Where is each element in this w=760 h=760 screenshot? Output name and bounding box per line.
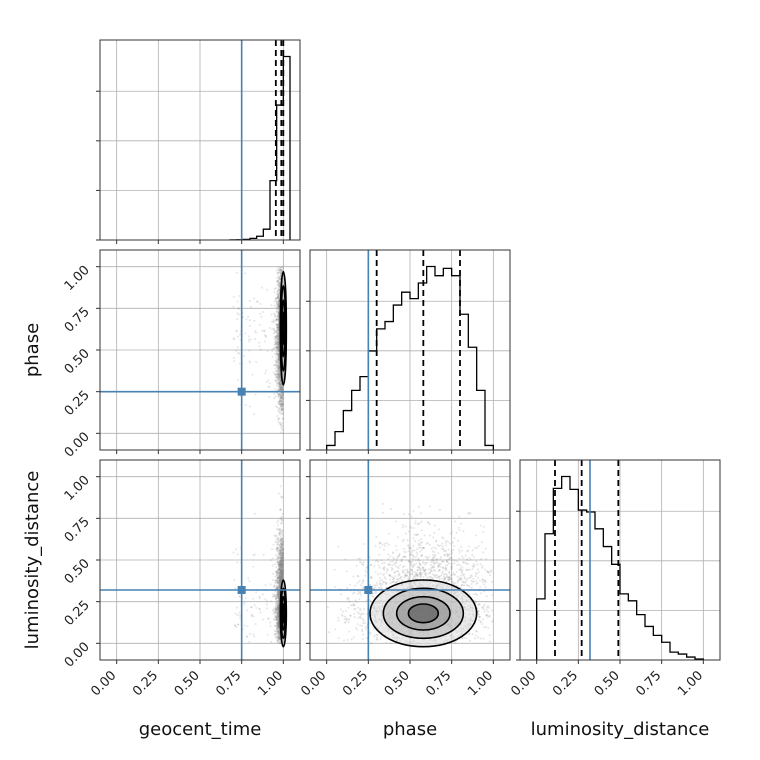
density-geocent_time-vs-luminosity_distance-xtick-label-2: 0.50 (172, 668, 203, 699)
hist-luminosity_distance-xtick-label-4: 1.00 (675, 668, 706, 699)
xlabel-luminosity_distance: luminosity_distance (531, 719, 710, 740)
density-geocent_time-vs-luminosity_distance-xtick-label-4: 1.00 (255, 668, 286, 699)
density-geocent_time-vs-luminosity_distance-contour-3 (281, 603, 285, 624)
hist-phase-step (326, 265, 494, 450)
density-geocent_time-vs-luminosity_distance-panel: 0.000.00 0.25 0.25 0.50 0.50 0.75 0.75 1.00 1.00 (62, 459, 301, 699)
density-geocent_time-vs-luminosity_distance-ytick-label-1: 0.25 (62, 598, 93, 629)
density-geocent_time-vs-luminosity_distance-truth-marker (237, 586, 246, 594)
density-phase-vs-luminosity_distance-xtick-label-3: 0.75 (423, 668, 454, 699)
hist-luminosity_distance-xtick-label-3: 0.75 (633, 668, 664, 699)
hist-phase-panel (306, 249, 511, 454)
density-geocent_time-vs-phase-ytick-label-0: 0.00 (62, 430, 93, 461)
density-geocent_time-vs-luminosity_distance-ytick-label-2: 0.50 (62, 556, 93, 587)
xlabel-geocent_time: geocent_time (139, 719, 262, 740)
density-geocent_time-vs-luminosity_distance-xtick-label-3: 0.75 (213, 668, 244, 699)
xlabel-phase: phase (383, 719, 437, 740)
density-geocent_time-vs-phase-truth-marker (237, 387, 246, 396)
density-geocent_time-vs-phase-ytick-label-4: 1.00 (62, 263, 93, 294)
density-phase-vs-luminosity_distance-panel: 0.00 0.25 0.50 0.75 1.00 (298, 459, 511, 699)
density-geocent_time-vs-phase-panel: 0.00 0.25 0.50 0.75 1.00 (62, 249, 301, 461)
density-phase-vs-luminosity_distance-xtick-label-2: 0.50 (382, 668, 413, 699)
density-phase-vs-luminosity_distance-xtick-label-1: 0.25 (340, 668, 371, 699)
density-geocent_time-vs-phase-ytick-label-3: 0.75 (62, 305, 93, 336)
hist-luminosity_distance-xtick-label-2: 0.50 (592, 668, 623, 699)
hist-geocent_time-panel (96, 39, 301, 244)
hist-luminosity_distance-step (536, 475, 704, 660)
density-geocent_time-vs-phase-ytick-label-1: 0.25 (62, 388, 93, 419)
density-phase-vs-luminosity_distance-xtick-label-0: 0.00 (298, 668, 329, 699)
hist-luminosity_distance-xtick-label-0: 0.00 (508, 668, 539, 699)
ylabel-luminosity_distance: luminosity_distance (22, 471, 43, 650)
density-phase-vs-luminosity_distance-truth-marker (364, 586, 373, 594)
density-geocent_time-vs-luminosity_distance-ytick-label-4: 1.00 (62, 473, 93, 504)
density-geocent_time-vs-phase-contour-3 (281, 311, 285, 346)
density-geocent_time-vs-phase-ytick-label-2: 0.50 (62, 346, 93, 377)
hist-luminosity_distance-panel: 0.00 0.25 0.50 0.75 1.00 (508, 459, 721, 699)
density-geocent_time-vs-luminosity_distance-xtick-label-0: 0.00 (88, 668, 119, 699)
ylabel-phase: phase (22, 323, 43, 377)
density-geocent_time-vs-luminosity_distance-xtick-label-1: 0.25 (130, 668, 161, 699)
density-geocent_time-vs-luminosity_distance-ytick-label-3: 0.75 (62, 515, 93, 546)
density-phase-vs-luminosity_distance-xtick-label-4: 1.00 (465, 668, 496, 699)
hist-luminosity_distance-xtick-label-1: 0.25 (550, 668, 581, 699)
density-geocent_time-vs-luminosity_distance-ytick-label-0: 0.00 (62, 640, 93, 671)
density-phase-vs-luminosity_distance-contour-3 (407, 603, 440, 624)
